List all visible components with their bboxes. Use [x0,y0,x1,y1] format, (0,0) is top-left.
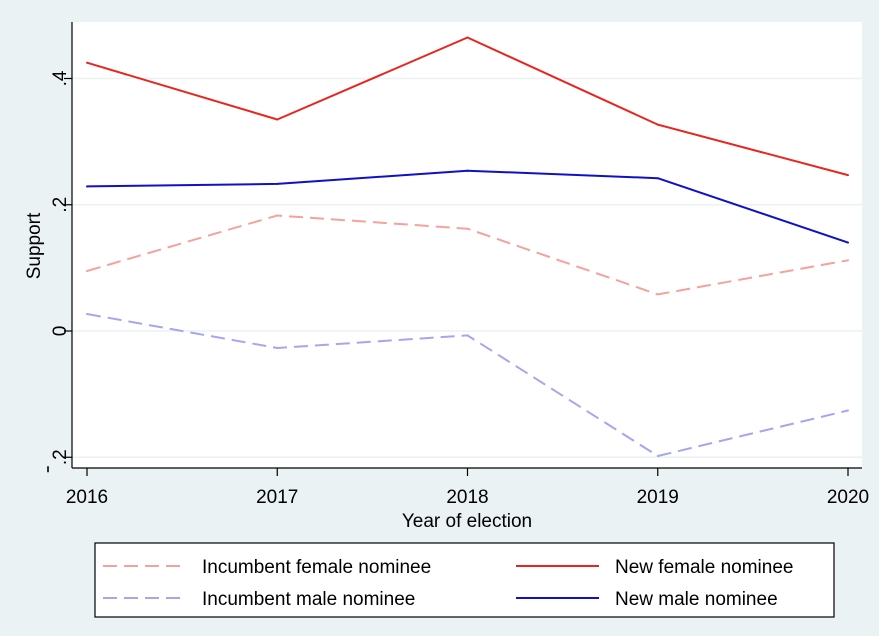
series-1-point-4 [847,174,849,177]
series-1-point-2 [466,36,469,39]
axes: .2 0 .2 .4 2016 2017 2018 2019 2020 [47,22,869,508]
series-0-point-3 [656,293,659,296]
series-2-point-1 [276,347,279,350]
series-2-point-2 [466,334,469,337]
series-layer [86,36,849,457]
y-tick-label-3: .4 [50,70,71,86]
x-tick-label-3: 2019 [637,487,679,508]
legend-label-0: Incumbent female nominee [202,557,431,578]
series-2-point-3 [656,454,659,457]
series-3-point-1 [276,182,279,185]
y-tick-label-1: 0 [50,326,71,337]
grid-lines [72,77,862,458]
x-tick-label-1: 2017 [256,487,298,508]
legend-label-1: New female nominee [615,557,793,578]
legend-label-2: Incumbent male nominee [202,589,415,610]
legend-box [94,542,835,618]
x-tick-label-4: 2020 [827,487,869,508]
series-2-point-0 [86,312,88,315]
series-2-point-4 [847,409,849,412]
series-0-point-1 [276,214,279,217]
series-3-point-4 [847,241,849,244]
x-axis-title: Year of election [402,511,532,532]
series-3-point-2 [466,169,469,172]
y-tick-label-2: .2 [50,197,71,213]
series-3-point-3 [656,177,659,180]
x-tick-label-0: 2016 [66,487,108,508]
y-axis-title: Support [24,212,45,279]
legend: Incumbent female nominee New female nomin… [94,542,835,618]
y-tick-label-0: .2 [50,449,71,465]
plot-area [72,22,862,468]
legend-label-3: New male nominee [615,589,778,610]
series-1-point-0 [86,61,88,64]
series-0-point-4 [847,259,849,262]
series-1-point-3 [656,123,659,126]
series-3-point-0 [86,185,88,188]
series-1-point-1 [276,118,279,121]
series-0-point-0 [86,270,88,273]
x-tick-label-2: 2018 [446,487,488,508]
series-0-point-2 [466,227,469,230]
